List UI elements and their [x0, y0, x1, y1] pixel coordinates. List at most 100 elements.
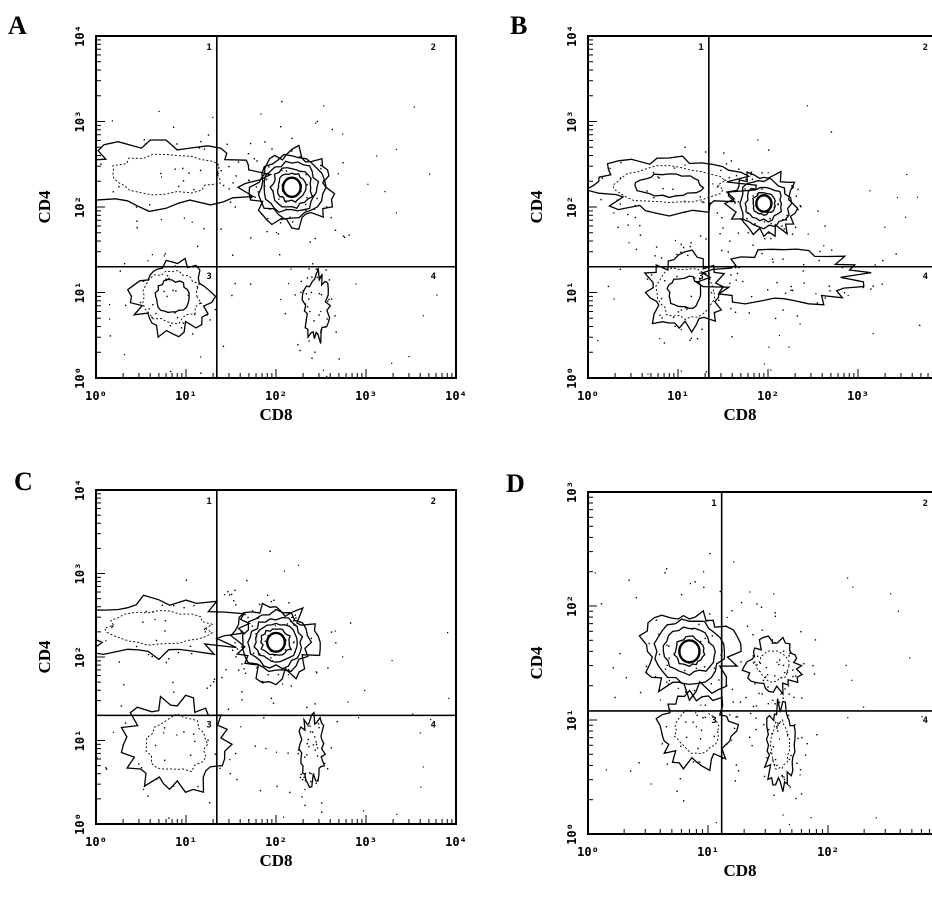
event-dot [234, 752, 237, 755]
event-dot [118, 186, 120, 188]
event-dot [874, 264, 876, 266]
event-dot [219, 767, 221, 770]
event-dot [763, 221, 766, 223]
event-dot [177, 651, 180, 654]
contour-line [120, 694, 234, 794]
event-dot [306, 706, 308, 709]
event-dot [870, 288, 872, 290]
y-tick-label: 10³ [73, 563, 87, 585]
event-dot [151, 254, 153, 256]
event-dot [746, 217, 748, 220]
event-dot [80, 166, 81, 167]
event-dot [194, 740, 196, 743]
event-dot [320, 164, 322, 167]
event-dot [408, 356, 410, 358]
event-dot [100, 163, 102, 165]
event-dot [789, 786, 791, 788]
contour-line [241, 608, 313, 673]
event-dot [124, 722, 127, 724]
y-axis-label: CD4 [35, 640, 54, 674]
event-dot [668, 645, 670, 647]
event-dot [315, 671, 317, 673]
event-dot [300, 280, 302, 283]
event-dot [182, 322, 184, 324]
event-dot [330, 747, 332, 749]
event-dot [666, 664, 668, 667]
event-dot [690, 295, 692, 298]
event-dot [209, 319, 211, 321]
population-4 [677, 225, 921, 327]
event-dot [272, 702, 275, 704]
event-dot [320, 294, 323, 296]
event-dot [189, 754, 192, 756]
event-dot [173, 785, 175, 787]
event-dot [327, 667, 329, 669]
event-dot [247, 616, 249, 619]
event-dot [802, 270, 804, 272]
event-dot [750, 712, 752, 715]
event-dot [755, 717, 757, 719]
quadrant-label-3: 3 [698, 272, 703, 282]
event-dot [292, 620, 295, 622]
event-dot [721, 217, 723, 219]
x-tick-label: 10⁴ [445, 835, 467, 849]
event-dot [311, 276, 313, 278]
event-dot [779, 659, 781, 661]
population-2 [96, 579, 313, 689]
y-tick-label: 10⁰ [73, 813, 87, 835]
event-dot [768, 232, 770, 234]
event-dot [297, 752, 300, 755]
event-dot [304, 788, 306, 791]
event-dot [635, 596, 638, 599]
quadrant-label-2: 2 [431, 43, 436, 53]
event-dot [313, 320, 315, 322]
event-dot [419, 732, 421, 734]
event-dot [91, 742, 92, 743]
event-dot [690, 337, 693, 340]
event-dot [685, 691, 687, 693]
contour-line [741, 635, 804, 696]
event-dot [703, 571, 705, 573]
event-dot [790, 289, 792, 291]
event-dot [170, 370, 172, 373]
event-dot [684, 307, 687, 309]
event-dot [306, 742, 308, 745]
event-dot [758, 670, 760, 672]
event-dot [673, 167, 676, 169]
event-dot [436, 294, 438, 296]
event-dot [311, 357, 313, 359]
event-dot [778, 701, 781, 704]
event-dot [217, 172, 219, 175]
event-dot [294, 614, 296, 616]
event-dot [627, 213, 629, 216]
contour-line [248, 144, 336, 231]
event-dot [396, 813, 398, 815]
event-dot [102, 823, 105, 824]
event-dot [234, 282, 236, 285]
event-dot [307, 725, 309, 727]
event-dot [306, 277, 309, 279]
event-dot [308, 298, 310, 300]
event-dot [797, 208, 799, 211]
event-dot [316, 276, 318, 279]
event-dot [905, 216, 907, 218]
event-dot [163, 255, 165, 257]
event-dot [258, 653, 261, 655]
event-dot [176, 316, 179, 319]
population-1 [220, 100, 350, 256]
event-dot [749, 736, 751, 738]
event-dot [794, 226, 797, 228]
event-dot [664, 280, 666, 282]
event-dot [152, 304, 154, 306]
event-dot [810, 817, 812, 819]
event-dot [229, 759, 231, 761]
event-dot [257, 191, 259, 193]
contour-line [763, 698, 796, 792]
y-axis-label: CD4 [35, 190, 54, 224]
event-dot [292, 221, 294, 223]
event-dot [777, 724, 779, 726]
event-dot [666, 644, 668, 647]
contour-line [145, 713, 209, 773]
event-dot [766, 674, 769, 676]
